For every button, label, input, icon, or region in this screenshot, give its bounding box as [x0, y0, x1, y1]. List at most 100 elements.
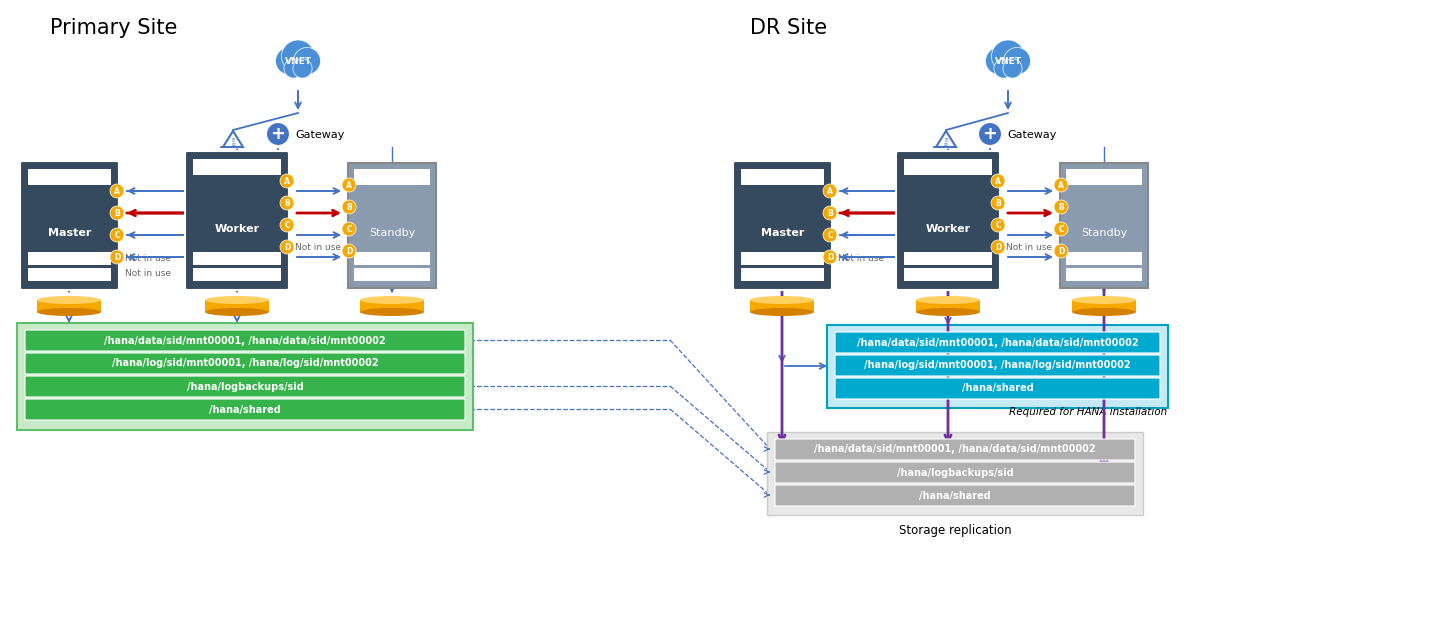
Circle shape — [991, 240, 1005, 254]
FancyBboxPatch shape — [24, 330, 465, 351]
Text: /hana/shared: /hana/shared — [961, 383, 1034, 394]
FancyBboxPatch shape — [904, 159, 992, 175]
Text: Master: Master — [47, 228, 92, 239]
FancyBboxPatch shape — [24, 376, 465, 397]
FancyBboxPatch shape — [24, 399, 465, 420]
Text: /hana/shared: /hana/shared — [919, 491, 991, 500]
FancyBboxPatch shape — [355, 252, 430, 265]
Circle shape — [110, 206, 124, 220]
FancyBboxPatch shape — [347, 163, 436, 288]
Text: A: A — [285, 177, 290, 186]
Text: E
R: E R — [944, 138, 948, 148]
Ellipse shape — [360, 308, 425, 316]
FancyBboxPatch shape — [917, 300, 980, 312]
FancyBboxPatch shape — [1060, 163, 1148, 288]
FancyBboxPatch shape — [20, 161, 119, 290]
Text: Standby: Standby — [1081, 228, 1127, 239]
Ellipse shape — [37, 308, 102, 316]
Text: B: B — [827, 209, 832, 218]
FancyBboxPatch shape — [355, 268, 430, 281]
Circle shape — [342, 178, 356, 192]
Text: Storage replication: Storage replication — [898, 524, 1011, 537]
Text: Required for HANA installation: Required for HANA installation — [1008, 407, 1167, 417]
Text: D: D — [1058, 247, 1064, 256]
Text: A: A — [827, 187, 832, 196]
Text: /hana/data/sid/mnt00001, /hana/data/sid/mnt00002: /hana/data/sid/mnt00001, /hana/data/sid/… — [104, 336, 386, 345]
Circle shape — [991, 40, 1024, 73]
Text: VNET: VNET — [285, 57, 312, 66]
Text: C: C — [285, 221, 290, 230]
Circle shape — [978, 122, 1002, 146]
Circle shape — [991, 196, 1005, 210]
FancyBboxPatch shape — [29, 169, 112, 185]
Text: D: D — [827, 253, 834, 262]
Circle shape — [1004, 48, 1031, 75]
Text: VNET: VNET — [994, 57, 1021, 66]
FancyBboxPatch shape — [775, 485, 1135, 506]
Circle shape — [293, 59, 312, 78]
Circle shape — [280, 196, 295, 210]
Circle shape — [110, 228, 124, 242]
Circle shape — [110, 184, 124, 198]
Text: A: A — [995, 177, 1001, 186]
Text: E
R: E R — [230, 138, 235, 148]
FancyBboxPatch shape — [37, 300, 102, 312]
FancyBboxPatch shape — [204, 300, 269, 312]
Circle shape — [110, 250, 124, 264]
FancyBboxPatch shape — [827, 325, 1168, 408]
Circle shape — [276, 48, 303, 75]
Ellipse shape — [917, 296, 980, 304]
Text: B: B — [114, 209, 120, 218]
Ellipse shape — [204, 308, 269, 316]
Text: D: D — [283, 243, 290, 252]
FancyBboxPatch shape — [749, 300, 814, 312]
Text: Worker: Worker — [925, 224, 971, 233]
Text: Not in use: Not in use — [124, 269, 172, 278]
Ellipse shape — [749, 308, 814, 316]
FancyBboxPatch shape — [1065, 169, 1143, 185]
Polygon shape — [937, 131, 957, 147]
Circle shape — [1054, 200, 1068, 214]
FancyBboxPatch shape — [766, 432, 1143, 515]
FancyBboxPatch shape — [775, 439, 1135, 460]
FancyBboxPatch shape — [835, 332, 1160, 353]
Text: B: B — [1058, 203, 1064, 212]
FancyBboxPatch shape — [835, 355, 1160, 376]
FancyBboxPatch shape — [193, 268, 282, 281]
FancyBboxPatch shape — [741, 252, 824, 265]
Circle shape — [1002, 59, 1022, 78]
Circle shape — [280, 240, 295, 254]
Text: C: C — [827, 231, 832, 240]
Text: /hana/data/sid/mnt00001, /hana/data/sid/mnt00002: /hana/data/sid/mnt00001, /hana/data/sid/… — [814, 444, 1095, 455]
Text: /usr/sap/sid: /usr/sap/sid — [365, 302, 419, 311]
Text: C: C — [346, 225, 352, 234]
Circle shape — [824, 184, 837, 198]
Circle shape — [293, 48, 320, 75]
Text: /hana/data/sid/mnt00001, /hana/data/sid/mnt00002: /hana/data/sid/mnt00001, /hana/data/sid/… — [857, 338, 1138, 347]
FancyBboxPatch shape — [29, 268, 112, 281]
Text: Standby: Standby — [369, 228, 415, 239]
Circle shape — [1054, 178, 1068, 192]
Text: /hana/shared: /hana/shared — [209, 404, 280, 415]
Text: Primary Site: Primary Site — [50, 18, 177, 38]
Text: Gateway: Gateway — [295, 130, 345, 140]
FancyBboxPatch shape — [29, 252, 112, 265]
FancyBboxPatch shape — [734, 161, 832, 290]
Text: +: + — [270, 125, 286, 143]
Text: /hana/log/sid/mnt00001, /hana/log/sid/mnt00002: /hana/log/sid/mnt00001, /hana/log/sid/mn… — [112, 359, 379, 368]
Circle shape — [824, 250, 837, 264]
Ellipse shape — [917, 308, 980, 316]
Circle shape — [1054, 244, 1068, 258]
Text: C: C — [995, 221, 1001, 230]
Circle shape — [342, 200, 356, 214]
Ellipse shape — [360, 296, 425, 304]
Circle shape — [342, 244, 356, 258]
Text: B: B — [285, 199, 290, 208]
FancyBboxPatch shape — [24, 353, 465, 374]
FancyBboxPatch shape — [17, 323, 473, 430]
Ellipse shape — [204, 296, 269, 304]
Text: Master: Master — [761, 228, 804, 239]
FancyBboxPatch shape — [835, 378, 1160, 399]
Circle shape — [985, 48, 1012, 75]
FancyBboxPatch shape — [897, 151, 1000, 290]
